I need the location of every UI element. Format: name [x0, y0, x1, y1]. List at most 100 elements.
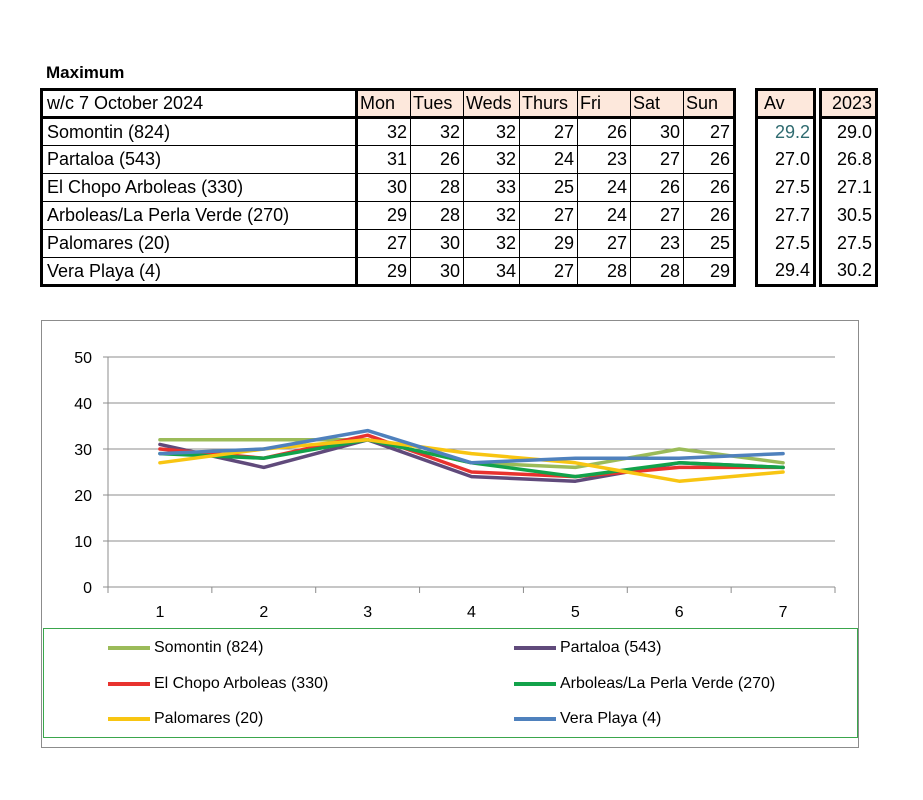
x-tick-label: 3	[363, 604, 372, 621]
day-header: Mon	[356, 89, 411, 119]
temperature-cell: 27	[630, 201, 684, 230]
temperature-cell: 34	[463, 257, 520, 286]
y-tick-label: 50	[74, 350, 92, 367]
temperature-cell: 26	[410, 145, 464, 174]
y-tick-label: 30	[74, 442, 92, 459]
temperature-cell: 23	[577, 145, 631, 174]
temperature-cell: 27	[519, 117, 578, 146]
table-heading: Maximum	[46, 63, 125, 82]
temperature-table: w/c 7 October 2024 Mon Tues Weds Thurs Fri Sat…	[40, 88, 736, 287]
series-line-2	[158, 438, 785, 483]
day-header: Weds	[463, 89, 520, 119]
legend-label: Palomares (20)	[154, 710, 264, 727]
average-table: Av 29.2 27.0 27.5 27.7 27.5 29.4	[755, 88, 816, 287]
previous-year-cell: 27.5	[836, 233, 872, 253]
x-tick-label: 1	[155, 604, 164, 621]
previous-year-table: 2023 29.0 26.8 27.1 30.5 27.5 30.2	[819, 88, 878, 287]
temperature-cell: 29	[683, 257, 735, 286]
table-row: Partaloa (543) 31 26 32 24 23 27 26	[41, 145, 735, 174]
temperature-cell: 29	[519, 229, 578, 258]
temperature-cell: 30	[410, 229, 464, 258]
x-tick-label: 2	[259, 604, 268, 621]
average-cell: 29.4	[774, 260, 810, 281]
station-name: Vera Playa (4)	[41, 257, 358, 286]
table-row: Vera Playa (4) 29 30 34 27 28 28 29	[41, 257, 735, 286]
temperature-cell: 26	[577, 117, 631, 146]
temperature-cell: 32	[463, 229, 520, 258]
station-name: Arboleas/La Perla Verde (270)	[41, 201, 358, 230]
temperature-cell: 27	[683, 117, 735, 146]
temperature-cell: 33	[463, 173, 520, 202]
temperature-cell: 27	[519, 257, 578, 286]
temperature-cell: 25	[519, 173, 578, 202]
previous-year-cell: 26.8	[836, 149, 872, 169]
legend-swatch	[108, 682, 150, 686]
temperature-cell: 32	[463, 145, 520, 174]
average-cell: 29.2	[774, 121, 810, 142]
average-cell: 27.7	[774, 205, 810, 225]
legend-label: El Chopo Arboleas (330)	[154, 675, 329, 692]
legend-entry: El Chopo Arboleas (330)	[108, 675, 328, 693]
average-cell: 27.0	[774, 149, 810, 169]
legend-label: Arboleas/La Perla Verde (270)	[560, 675, 776, 692]
x-tick-label: 4	[467, 604, 476, 621]
week-label: w/c 7 October 2024	[41, 89, 358, 119]
temperature-cell: 30	[630, 117, 684, 146]
temperature-cell: 27	[577, 229, 631, 258]
x-tick-label: 5	[571, 604, 580, 621]
legend-swatch	[514, 682, 556, 686]
temperature-cell: 30	[356, 173, 411, 202]
temperature-cell: 32	[463, 201, 520, 230]
temperature-cell: 26	[630, 173, 684, 202]
previous-year-cell: 27.1	[836, 177, 872, 197]
line-chart: 0 10 20 30 40 50 1 2 3 4 5 6 7	[41, 320, 859, 748]
station-name: Somontin (824)	[41, 117, 358, 146]
table-row: Palomares (20) 27 30 32 29 27 23 25	[41, 229, 735, 258]
temperature-cell: 24	[577, 173, 631, 202]
temperature-cell: 31	[356, 145, 411, 174]
previous-year-cell: 30.5	[836, 205, 872, 225]
average-cell: 27.5	[774, 233, 810, 253]
temperature-cell: 28	[577, 257, 631, 286]
legend-label: Partaloa (543)	[560, 639, 662, 656]
temperature-cell: 27	[630, 145, 684, 174]
station-name: Partaloa (543)	[41, 145, 358, 174]
day-header: Tues	[410, 89, 464, 119]
legend-swatch	[108, 646, 150, 650]
average-header: Av	[756, 89, 815, 119]
temperature-cell: 24	[577, 201, 631, 230]
legend-entry: Arboleas/La Perla Verde (270)	[514, 675, 775, 693]
day-header: Thurs	[519, 89, 578, 119]
legend-entry: Palomares (20)	[108, 710, 263, 728]
previous-year-cell: 30.2	[836, 260, 872, 281]
table-row: El Chopo Arboleas (330) 30 28 33 25 24 26 26	[41, 173, 735, 202]
legend-label: Somontin (824)	[154, 639, 264, 656]
temperature-cell: 26	[683, 201, 735, 230]
x-tick-label: 6	[675, 604, 684, 621]
day-header: Fri	[577, 89, 631, 119]
day-header: Sat	[630, 89, 684, 119]
legend-swatch	[514, 717, 556, 721]
previous-year-cell: 29.0	[836, 121, 872, 142]
temperature-cell: 28	[410, 201, 464, 230]
temperature-cell: 32	[356, 117, 411, 146]
temperature-cell: 23	[630, 229, 684, 258]
temperature-cell: 32	[410, 117, 464, 146]
temperature-cell: 28	[410, 173, 464, 202]
legend-entry: Somontin (824)	[108, 639, 263, 657]
y-tick-label: 40	[74, 396, 92, 413]
station-name: El Chopo Arboleas (330)	[41, 173, 358, 202]
temperature-cell: 26	[683, 173, 735, 202]
series-line-6	[158, 428, 785, 465]
temperature-cell: 29	[356, 201, 411, 230]
legend-label: Vera Playa (4)	[560, 710, 662, 727]
legend-swatch	[514, 646, 556, 650]
x-tick-label: 7	[779, 604, 788, 621]
chart-legend: Somontin (824) Partaloa (543) El Chopo Arb…	[43, 628, 858, 738]
y-tick-label: 20	[74, 488, 92, 505]
table-row: Somontin (824) 32 32 32 27 26 30 27	[41, 117, 735, 146]
temperature-cell: 24	[519, 145, 578, 174]
station-name: Palomares (20)	[41, 229, 358, 258]
temperature-cell: 30	[410, 257, 464, 286]
temperature-cell: 32	[463, 117, 520, 146]
